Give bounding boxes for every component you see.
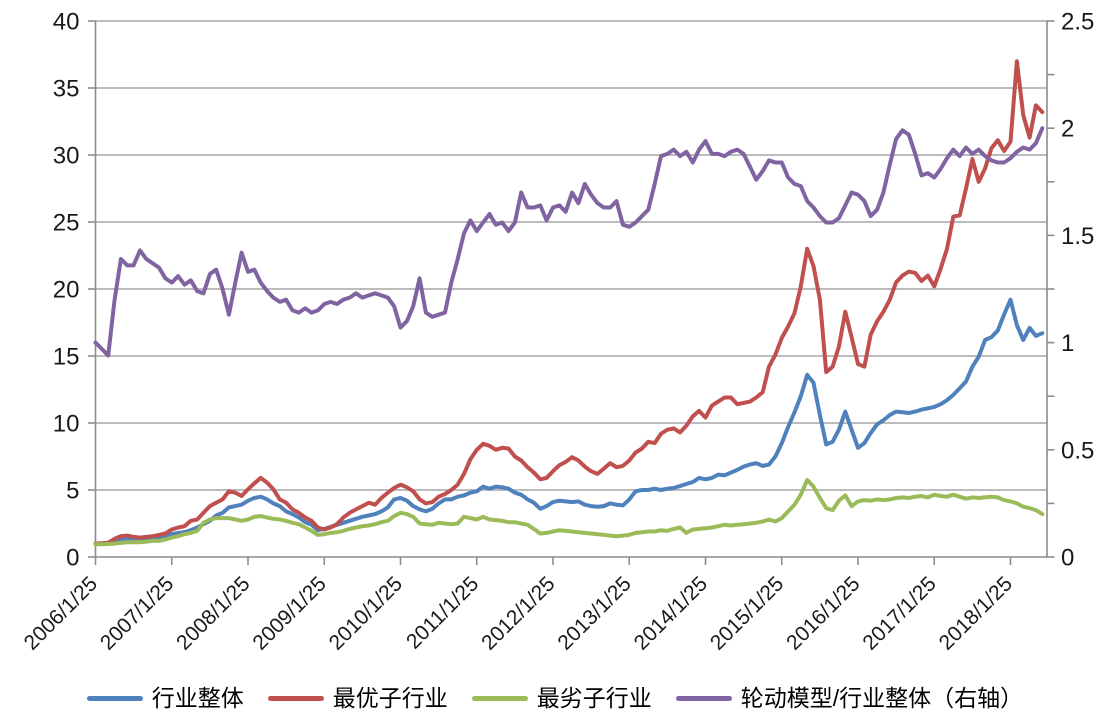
right-axis-tick-label: 0 <box>1061 545 1074 572</box>
series-line-3 <box>93 126 1045 358</box>
legend-label: 行业整体 <box>151 684 244 711</box>
gridlines <box>95 20 1047 491</box>
series-line-0 <box>93 297 1045 546</box>
x-axis-tick-label: 2017/1/25 <box>858 572 940 654</box>
x-axis-tick-label: 2014/1/25 <box>630 572 712 654</box>
legend: 行业整体 最优子行业 最劣子行业 轮动模型/行业整体（右轴） <box>0 681 1110 715</box>
x-axis-tick-label: 2007/1/25 <box>96 572 178 654</box>
right-axis-tick-label: 1.5 <box>1061 223 1094 250</box>
left-axis-tick-label: 40 <box>53 9 80 36</box>
legend-item-rotation-model-right-axis: 轮动模型/行业整体（右轴） <box>675 684 1024 711</box>
right-axis-tick-label: 1 <box>1061 330 1074 357</box>
x-axis-tick-label: 2006/1/25 <box>20 572 102 654</box>
legend-label: 最劣子行业 <box>536 684 652 711</box>
left-axis-tick-label: 20 <box>53 277 80 304</box>
left-axis-tick-label: 15 <box>53 344 80 371</box>
left-axis-tick-label: 30 <box>53 143 80 170</box>
x-axis-tick-label: 2015/1/25 <box>706 572 788 654</box>
series-line-2 <box>93 477 1045 547</box>
legend-item-industry-overall: 行业整体 <box>86 684 244 711</box>
axis-ticks <box>88 20 1055 565</box>
right-axis-tick-label: 2.5 <box>1061 9 1094 36</box>
x-axis-tick-label: 2009/1/25 <box>248 572 330 654</box>
x-axis-tick-label: 2010/1/25 <box>325 572 407 654</box>
left-axis-tick-label: 5 <box>66 478 79 505</box>
x-axis-tick-label: 2008/1/25 <box>172 572 254 654</box>
legend-label: 最优子行业 <box>332 684 448 711</box>
x-axis-tick-label: 2012/1/25 <box>477 572 559 654</box>
x-axis-tick-label: 2011/1/25 <box>402 572 483 653</box>
legend-label: 轮动模型/行业整体（右轴） <box>740 684 1024 711</box>
legend-line-swatch-purple <box>675 695 732 701</box>
series-line-1 <box>93 59 1045 546</box>
left-axis-tick-label: 10 <box>53 411 80 438</box>
x-axis-tick-label: 2018/1/25 <box>935 572 1017 654</box>
x-axis-tick-label: 2013/1/25 <box>553 572 635 654</box>
legend-item-worst-subindustry: 最劣子行业 <box>471 684 652 711</box>
legend-line-swatch-red <box>267 695 324 701</box>
series-lines <box>93 59 1045 547</box>
x-axis-tick-label: 2016/1/25 <box>782 572 864 654</box>
right-axis-tick-label: 0.5 <box>1061 437 1094 464</box>
legend-line-swatch-green <box>471 695 528 701</box>
left-axis-tick-label: 0 <box>66 545 79 572</box>
left-axis-tick-label: 25 <box>53 210 80 237</box>
right-axis-tick-label: 2 <box>1061 116 1074 143</box>
left-axis-tick-label: 35 <box>53 76 80 103</box>
legend-item-best-subindustry: 最优子行业 <box>267 684 448 711</box>
legend-line-swatch-blue <box>86 695 143 701</box>
